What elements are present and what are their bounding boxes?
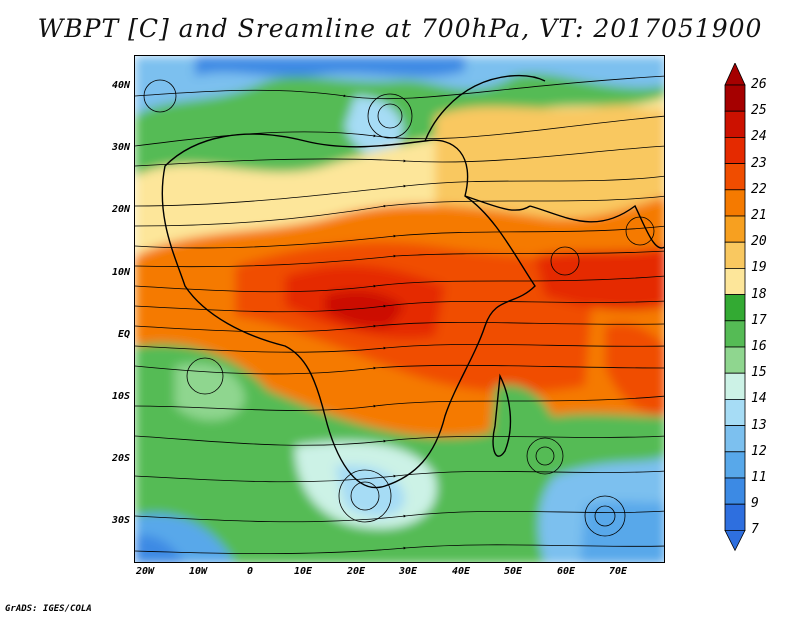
colorbar-label: 26	[751, 77, 767, 92]
colorbar-box	[724, 503, 746, 531]
colorbar-label: 20	[751, 234, 767, 250]
lon-label: 20E	[346, 566, 366, 577]
colorbar-label: 7	[751, 522, 759, 538]
colorbar-label: 18	[751, 286, 767, 302]
map-panel	[134, 55, 665, 563]
colorbar-bottom-arrow	[724, 530, 746, 552]
colorbar-box	[724, 425, 746, 453]
colorbar-box	[724, 241, 746, 269]
colorbar-label: 16	[751, 339, 767, 354]
colorbar-box	[724, 451, 746, 479]
lon-label: 50E	[503, 566, 523, 577]
colorbar-box	[724, 84, 746, 112]
map-canvas	[135, 56, 664, 562]
colorbar-box	[724, 477, 746, 505]
colorbar-label: 24	[751, 129, 767, 145]
lon-label: 70E	[608, 566, 628, 577]
colorbar-label: 17	[751, 312, 767, 328]
colorbar-label: 19	[751, 260, 767, 276]
colorbar-box	[724, 163, 746, 191]
colorbar-box	[724, 294, 746, 322]
colorbar-box	[724, 215, 746, 243]
colorbar-box	[724, 189, 746, 217]
lat-label: 30S	[111, 515, 130, 526]
colorbar-label: 14	[751, 391, 767, 407]
colorbar-label: 23	[751, 155, 767, 171]
colorbar-label: 15	[751, 365, 767, 381]
lon-label: 10W	[188, 566, 208, 577]
lat-label: 30N	[111, 142, 130, 153]
colorbar-label: 25	[751, 103, 767, 119]
colorbar-label: 12	[751, 443, 767, 459]
lon-label: 60E	[556, 566, 576, 577]
colorbar-label: 21	[751, 208, 767, 223]
colorbar-label: 22	[751, 181, 767, 197]
lat-label: 10S	[111, 391, 130, 402]
lat-label: 20S	[111, 453, 130, 464]
lon-label: 40E	[451, 566, 471, 577]
lon-label: 0	[246, 566, 254, 577]
colorbar-label: 13	[751, 417, 767, 433]
colorbar-box	[724, 346, 746, 374]
footer-credit: GrADS: IGES/COLA	[5, 604, 92, 614]
colorbar-box	[724, 110, 746, 138]
lat-label: 10N	[111, 267, 130, 278]
colorbar-box	[724, 398, 746, 426]
colorbar-box	[724, 320, 746, 348]
coastlines	[161, 74, 664, 489]
colorbar-box	[724, 137, 746, 165]
lon-label: 20W	[135, 566, 155, 577]
lat-label: 40N	[111, 80, 130, 91]
streamlines	[135, 75, 664, 555]
lon-label: 30E	[398, 566, 418, 577]
colorbar-label: 11	[751, 470, 767, 485]
colorbar	[724, 63, 746, 552]
colorbar-top-arrow	[724, 63, 746, 86]
lat-label: 20N	[111, 204, 130, 215]
colorbar-box	[724, 267, 746, 295]
wbpt-field	[135, 56, 664, 562]
map-title: WBPT [C] and Sreamline at 700hPa, VT: 20…	[37, 14, 763, 43]
lon-label: 10E	[293, 566, 313, 577]
colorbar-box	[724, 372, 746, 400]
colorbar-label: 9	[751, 496, 759, 512]
lat-label: EQ	[117, 329, 130, 340]
